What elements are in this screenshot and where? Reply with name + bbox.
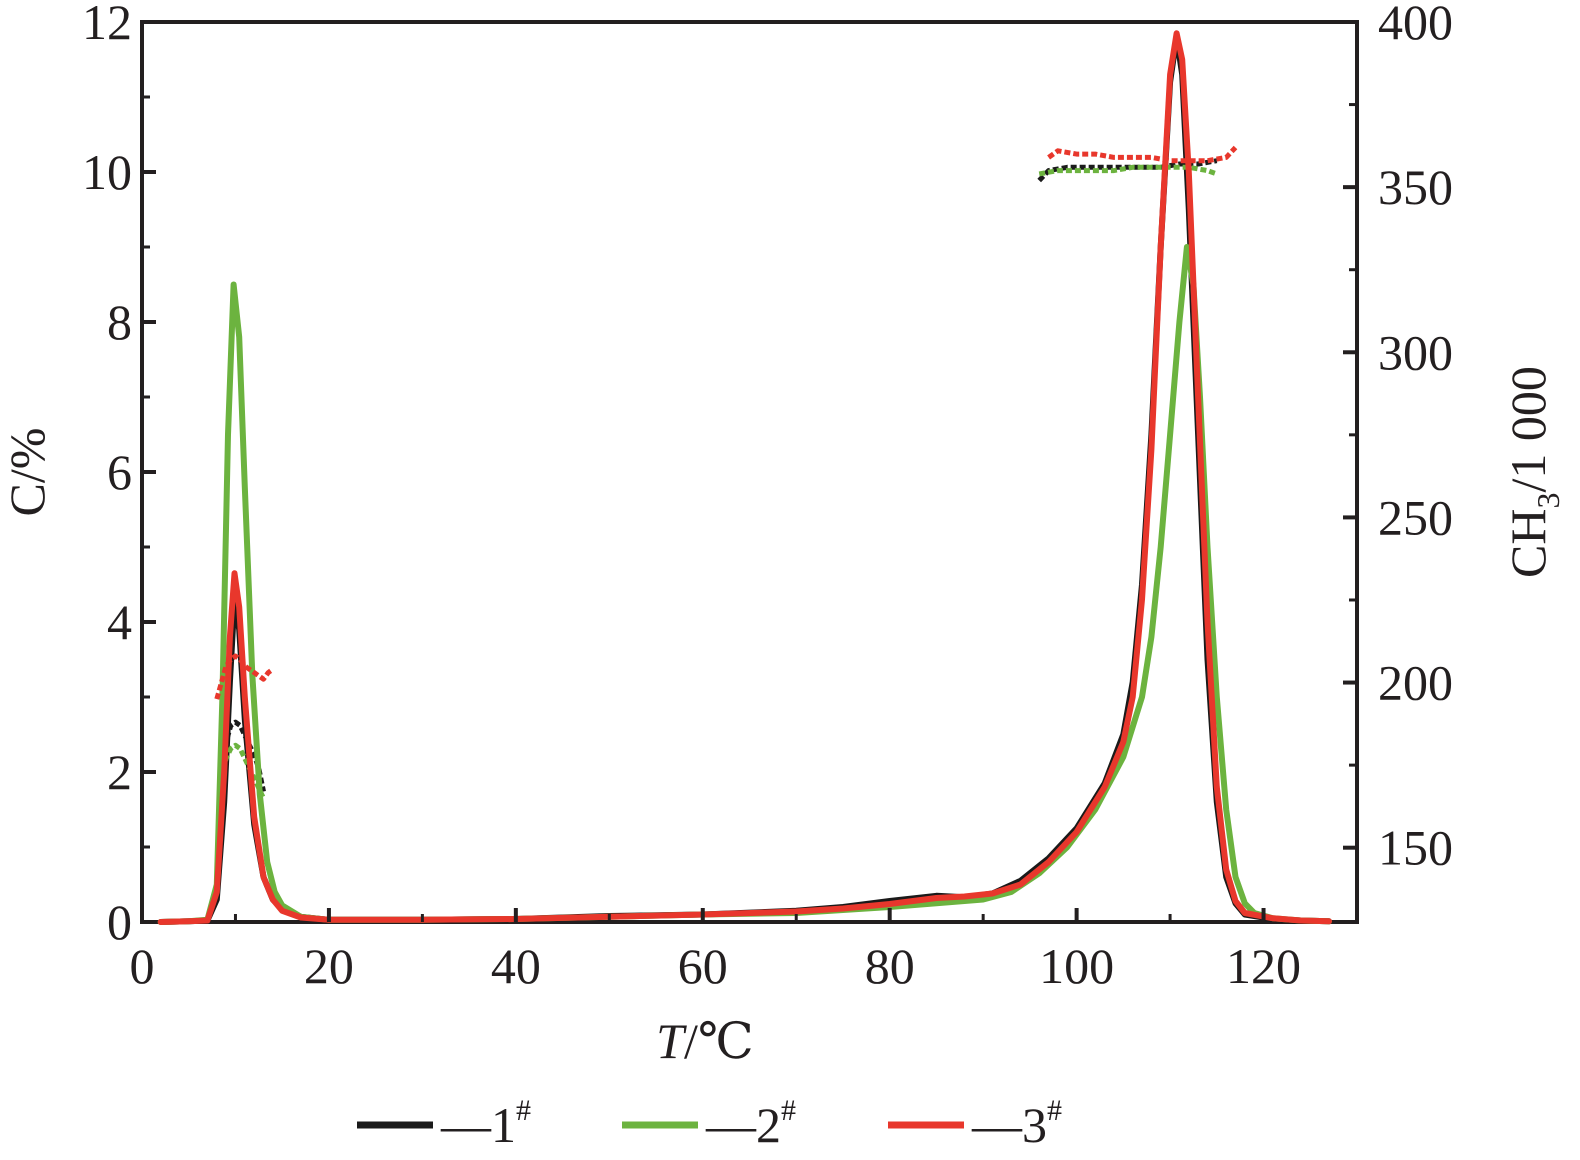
series-2-ch3-trace-2 xyxy=(1038,164,1218,177)
legend-item-2: —2# xyxy=(622,1094,796,1153)
x-axis-title-variable: T xyxy=(656,1013,687,1069)
legend-label: —2# xyxy=(705,1094,796,1153)
legend-item-3: —3# xyxy=(888,1094,1062,1153)
x-tick-label: 120 xyxy=(1226,938,1301,994)
y-axis-ticks: 0 2 4 6 8 10 12 xyxy=(82,0,156,950)
x-tick-label: 100 xyxy=(1039,938,1114,994)
series-2-concentration-line xyxy=(157,244,1332,925)
y-tick-label: 12 xyxy=(82,0,132,50)
series-3-ch3-trace-2 xyxy=(1047,145,1238,164)
y-tick-label: 10 xyxy=(82,144,132,200)
series-3-ch3-trace-1 xyxy=(214,653,275,700)
x-axis-title-unit: /℃ xyxy=(684,1013,754,1069)
y-tick-label: 0 xyxy=(107,894,132,950)
x-tick-label: 80 xyxy=(865,938,915,994)
y2-tick-label: 150 xyxy=(1378,820,1453,876)
series-3-concentration-line xyxy=(157,30,1332,925)
y-tick-label: 2 xyxy=(107,744,132,800)
x-tick-label: 0 xyxy=(130,938,155,994)
series-2-ch3-trace-1 xyxy=(218,742,266,800)
y2-tick-label: 300 xyxy=(1378,324,1453,380)
legend-item-1: —1# xyxy=(357,1094,531,1153)
x-tick-label: 60 xyxy=(678,938,728,994)
y2-axis-title: CH3/1 000 xyxy=(1500,366,1566,578)
y-tick-label: 8 xyxy=(107,294,132,350)
y2-axis-title-tail: /1 000 xyxy=(1500,366,1556,492)
x-tick-label: 20 xyxy=(304,938,354,994)
y2-tick-label: 400 xyxy=(1378,0,1453,50)
y-tick-label: 6 xyxy=(107,444,132,500)
y2-axis-ticks: 150 200 250 300 350 400 xyxy=(1343,0,1453,876)
y-axis-title: C/% xyxy=(0,428,55,517)
legend-label: —1# xyxy=(440,1094,531,1153)
x-axis-title: T/℃ xyxy=(656,1013,754,1069)
y2-axis-title-main: CH xyxy=(1500,508,1556,577)
y2-axis-title-subscript: 3 xyxy=(1530,492,1566,508)
legend: —1# —2# —3# xyxy=(357,1094,1062,1153)
y-tick-label: 4 xyxy=(107,594,132,650)
y2-tick-label: 200 xyxy=(1378,655,1453,711)
y2-tick-label: 250 xyxy=(1378,489,1453,545)
curves-layer xyxy=(157,30,1332,925)
y2-tick-label: 350 xyxy=(1378,159,1453,215)
x-axis-ticks: 0 20 40 60 80 100 120 xyxy=(130,908,1301,994)
x-tick-label: 40 xyxy=(491,938,541,994)
legend-label: —3# xyxy=(971,1094,1062,1153)
